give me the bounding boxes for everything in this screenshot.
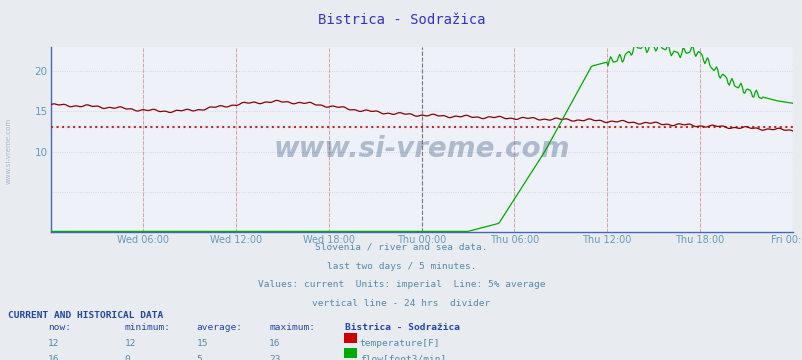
Text: Slovenia / river and sea data.: Slovenia / river and sea data. [315, 243, 487, 252]
Text: Bistrica - Sodražica: Bistrica - Sodražica [345, 324, 460, 333]
Text: www.si-vreme.com: www.si-vreme.com [273, 135, 569, 163]
Text: 16: 16 [269, 339, 280, 348]
Text: Values: current  Units: imperial  Line: 5% average: Values: current Units: imperial Line: 5%… [257, 280, 545, 289]
Text: 12: 12 [124, 339, 136, 348]
Text: 16: 16 [48, 355, 59, 360]
Text: CURRENT AND HISTORICAL DATA: CURRENT AND HISTORICAL DATA [8, 311, 163, 320]
Text: minimum:: minimum: [124, 324, 170, 333]
Text: 5: 5 [196, 355, 202, 360]
Text: 15: 15 [196, 339, 208, 348]
Text: vertical line - 24 hrs  divider: vertical line - 24 hrs divider [312, 299, 490, 308]
Text: 0: 0 [124, 355, 130, 360]
Text: 23: 23 [269, 355, 280, 360]
Text: www.si-vreme.com: www.si-vreme.com [6, 118, 11, 184]
Text: temperature[F]: temperature[F] [359, 339, 439, 348]
Text: average:: average: [196, 324, 242, 333]
Text: 12: 12 [48, 339, 59, 348]
Text: maximum:: maximum: [269, 324, 314, 333]
Text: now:: now: [48, 324, 71, 333]
Text: Bistrica - Sodražica: Bistrica - Sodražica [318, 13, 484, 27]
Text: last two days / 5 minutes.: last two days / 5 minutes. [326, 262, 476, 271]
Text: flow[foot3/min]: flow[foot3/min] [359, 355, 445, 360]
